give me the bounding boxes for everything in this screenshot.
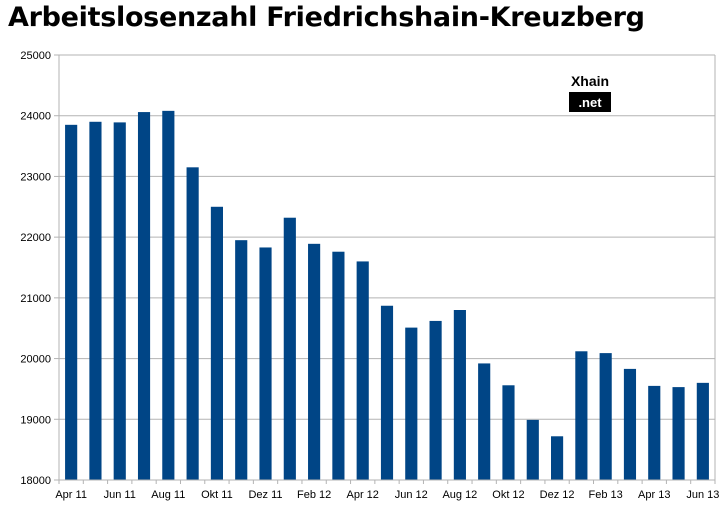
bar [332,251,345,480]
y-tick-label: 24000 [20,111,51,123]
y-tick-label: 19000 [20,414,51,426]
bar [308,243,321,480]
bar [575,351,588,480]
y-tick-label: 25000 [20,50,51,62]
bar [380,305,394,480]
y-tick-label: 18000 [20,475,51,487]
logo: Xhain .net [569,73,611,112]
bar [648,385,661,480]
x-tick-label: Okt 12 [492,489,524,501]
bar [623,368,637,480]
bar [162,110,175,480]
bars [65,110,709,481]
y-tick-label: 21000 [20,293,51,305]
x-tick-label: Apr 12 [346,489,378,501]
y-tick-label: 22000 [20,232,51,244]
x-tick-label: Feb 12 [297,489,331,501]
chart-title: Arbeitslosenzahl Friedrichshain-Kreuzber… [8,2,645,33]
axes [54,54,716,484]
x-tick-label: Jun 13 [686,489,719,501]
x-tick-label: Jun 11 [104,489,136,501]
x-tick-label: Dez 12 [540,489,575,501]
x-tick-label: Apr 11 [55,489,87,501]
logo-line1: Xhain [571,73,609,89]
bar [672,387,685,480]
x-tick-label: Aug 12 [442,489,477,501]
logo-box [569,92,611,112]
bar [259,247,272,480]
x-tick-label: Apr 13 [638,489,670,501]
y-tick-labels: 18000 19000 20000 21000 22000 23000 24000 25000 [20,50,51,487]
bar [551,436,564,480]
bar [453,310,466,480]
y-tick-label: 23000 [20,171,51,183]
logo-line2: .net [578,95,602,110]
bar [186,167,199,481]
bar [113,122,126,481]
bar [210,206,223,481]
bar [405,327,418,480]
y-tick-label: 20000 [20,354,51,366]
bar [89,121,102,481]
x-tick-labels: Apr 11 Jun 11 Aug 11 Okt 11 Dez 11 Feb 12 Apr … [55,489,719,501]
bar [526,419,539,480]
bar [283,217,296,480]
x-tick-label: Dez 11 [248,489,282,501]
x-tick-label: Feb 13 [589,489,623,501]
bar [599,353,612,480]
x-tick-label: Okt 11 [201,489,233,501]
bar [696,382,709,480]
bar [356,261,369,480]
bar [137,112,151,481]
bar [235,240,248,480]
bar [65,124,78,481]
x-tick-label: Aug 11 [151,489,185,501]
x-tick-label: Jun 12 [395,489,428,501]
bar [502,385,515,480]
bar [478,363,491,480]
bar [429,320,442,480]
